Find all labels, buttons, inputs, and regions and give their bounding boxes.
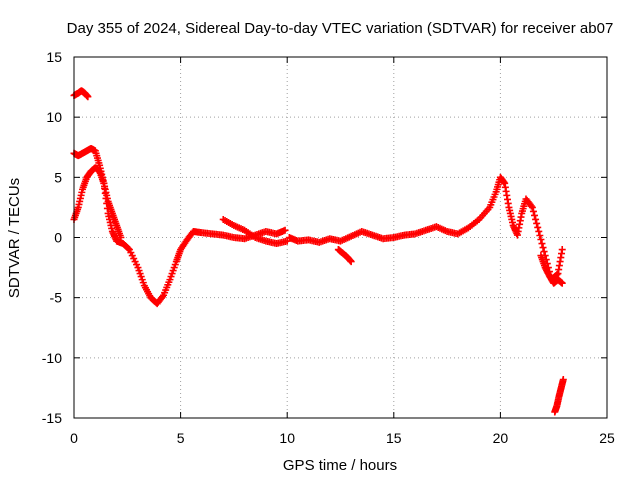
data-points <box>70 87 567 416</box>
series-track-b <box>70 164 125 241</box>
data-point <box>539 244 547 252</box>
data-point <box>538 240 546 248</box>
data-point <box>529 207 537 215</box>
series-track-a <box>70 144 289 308</box>
y-tick-label: 0 <box>54 230 62 246</box>
data-point <box>283 237 291 245</box>
data-point <box>558 279 566 287</box>
x-tick-label: 15 <box>386 430 402 446</box>
data-point <box>531 211 539 219</box>
x-tick-label: 25 <box>599 430 615 446</box>
y-tick-label: -10 <box>42 350 62 366</box>
y-tick-label: 5 <box>54 169 62 185</box>
plot-frame <box>73 56 608 419</box>
y-tick-label: 15 <box>46 49 62 65</box>
data-point <box>536 231 544 239</box>
data-point <box>527 202 535 210</box>
data-point <box>158 293 166 301</box>
x-axis-label: GPS time / hours <box>283 457 397 474</box>
data-point <box>558 246 566 254</box>
y-tick-label: -5 <box>50 290 63 306</box>
data-point <box>534 223 542 231</box>
data-point <box>281 226 289 234</box>
x-tick-label: 10 <box>279 430 295 446</box>
series-track-d <box>219 215 291 248</box>
series-track-e <box>285 173 566 284</box>
data-point <box>124 245 132 253</box>
series-track-f <box>334 246 355 266</box>
chart-title: Day 355 of 2024, Sidereal Day-to-day VTE… <box>67 20 614 37</box>
axis-ticks: 0 5 10 15 20 25 -15 -10 -5 0 5 10 15 <box>42 49 615 446</box>
y-tick-label: 10 <box>46 109 62 125</box>
data-point <box>535 227 543 235</box>
series-track-g <box>537 252 566 287</box>
data-point <box>537 236 545 244</box>
data-point <box>533 219 541 227</box>
x-tick-label: 0 <box>70 430 78 446</box>
x-tick-label: 20 <box>493 430 509 446</box>
series-track-c <box>70 87 92 101</box>
series-track-h <box>551 375 567 416</box>
data-point <box>117 234 125 241</box>
grid-lines <box>74 57 607 418</box>
data-point <box>347 258 355 266</box>
y-tick-label: -15 <box>42 410 62 426</box>
y-axis-label: SDTVAR / TECUs <box>6 178 23 298</box>
data-point <box>532 215 540 223</box>
data-point <box>84 93 92 101</box>
data-point <box>540 248 548 256</box>
data-point <box>559 375 567 383</box>
data-point <box>528 203 536 211</box>
x-tick-label: 5 <box>177 430 185 446</box>
